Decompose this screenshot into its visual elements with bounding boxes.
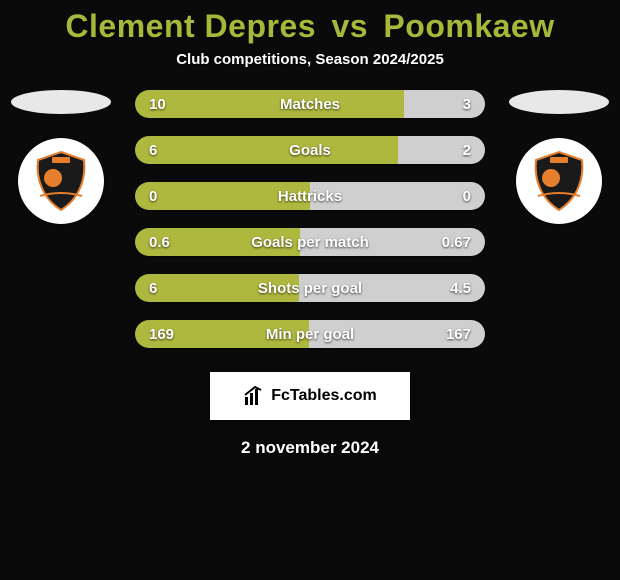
- player1-club-badge: [18, 138, 104, 224]
- stat-bar-left: [135, 274, 299, 302]
- stat-row: 6Shots per goal4.5: [135, 274, 485, 302]
- generation-date: 2 november 2024: [0, 438, 620, 458]
- brand-text: FcTables.com: [271, 387, 377, 405]
- stat-row: 0Hattricks0: [135, 182, 485, 210]
- page-title: Clement Depres vs Poomkaew: [0, 8, 620, 45]
- vs-label: vs: [331, 8, 368, 44]
- player1-avatar-placeholder: [11, 90, 111, 114]
- stat-row: 10Matches3: [135, 90, 485, 118]
- stat-row: 6Goals2: [135, 136, 485, 164]
- stat-bar-left: [135, 136, 398, 164]
- chart-icon: [243, 385, 265, 407]
- player2-avatar-placeholder: [509, 90, 609, 114]
- stat-bar-right: [404, 90, 485, 118]
- stat-bar-right: [310, 182, 485, 210]
- stat-bar-right: [300, 228, 485, 256]
- stat-bar-right: [398, 136, 486, 164]
- stat-bar-left: [135, 90, 404, 118]
- player2-column: [509, 90, 609, 224]
- stat-row: 169Min per goal167: [135, 320, 485, 348]
- shield-icon: [26, 146, 96, 216]
- stat-bars: 10Matches3 6Goals2 0Hattricks0 0.6Goals per…: [135, 90, 485, 348]
- brand-badge: FcTables.com: [210, 372, 410, 420]
- subtitle: Club competitions, Season 2024/2025: [0, 51, 620, 68]
- player1-column: [11, 90, 111, 224]
- stat-bar-left: [135, 182, 310, 210]
- stat-bar-left: [135, 228, 300, 256]
- stat-bar-right: [309, 320, 485, 348]
- player2-club-badge: [516, 138, 602, 224]
- shield-icon: [524, 146, 594, 216]
- comparison-infographic: Clement Depres vs Poomkaew Club competit…: [0, 0, 620, 580]
- stat-bar-right: [299, 274, 485, 302]
- stat-bar-left: [135, 320, 309, 348]
- player2-name: Poomkaew: [383, 8, 554, 44]
- content-row: 10Matches3 6Goals2 0Hattricks0 0.6Goals per…: [0, 90, 620, 348]
- player1-name: Clement Depres: [65, 8, 316, 44]
- stat-row: 0.6Goals per match0.67: [135, 228, 485, 256]
